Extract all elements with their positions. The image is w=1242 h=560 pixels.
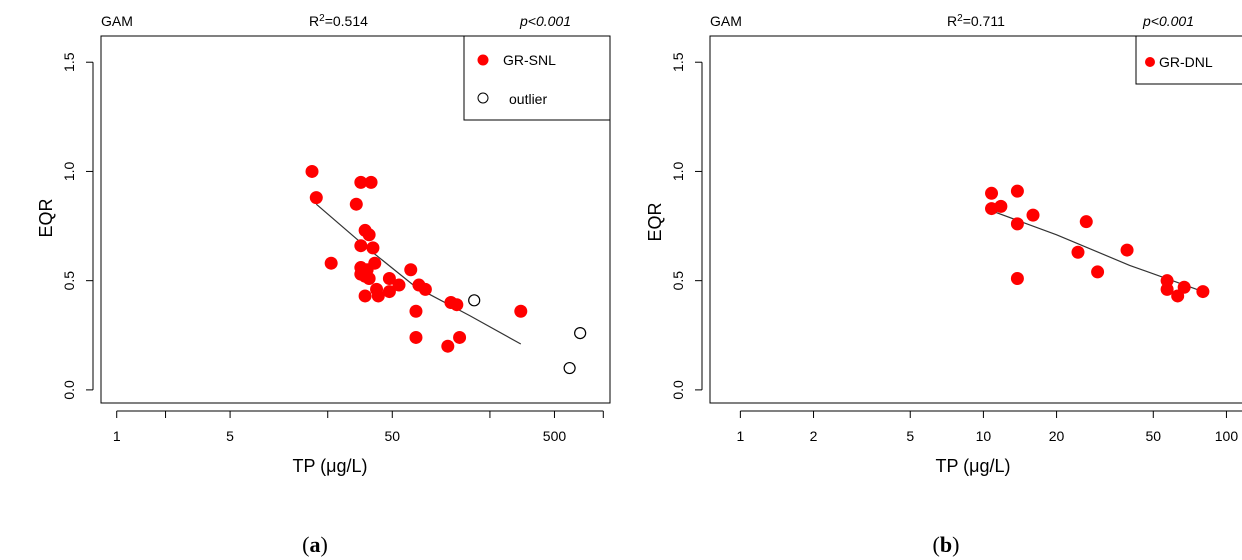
- y-tick-label: 1.0: [670, 161, 686, 181]
- x-tick-label: 1: [736, 428, 744, 444]
- plot-frame-a: [100, 35, 611, 404]
- point-gr-snl: [441, 339, 455, 353]
- point-gr-snl: [358, 289, 372, 303]
- x-tick-label: 50: [384, 428, 400, 444]
- caption-b: (b): [933, 532, 960, 557]
- point-gr-snl: [450, 298, 464, 312]
- y-tick-label: 0.5: [61, 271, 77, 291]
- point-gr-dnl: [1079, 215, 1093, 229]
- x-tick-label: 100: [1215, 428, 1239, 444]
- point-gr-snl: [305, 164, 319, 178]
- points-group-b: [985, 184, 1210, 303]
- point-gr-dnl: [994, 199, 1008, 213]
- point-gr-dnl: [1010, 184, 1024, 198]
- chart-panel-a: GAM R2=0.514 p<0.001 EQR TP (μg/L) (a) 1…: [36, 13, 611, 557]
- point-gr-dnl: [1091, 265, 1105, 279]
- fit-line-group-a: [315, 203, 522, 345]
- point-gr-snl: [309, 191, 323, 205]
- r2-label-b: R2=0.711: [947, 13, 1005, 29]
- point-outlier: [563, 361, 576, 375]
- method-label-a: GAM: [101, 13, 133, 29]
- y-tick-label: 1.5: [670, 52, 686, 72]
- y-axis-title-a: EQR: [36, 198, 56, 237]
- point-gr-dnl: [1026, 208, 1040, 222]
- point-gr-snl: [324, 256, 338, 270]
- point-gr-snl: [409, 304, 423, 318]
- point-gr-snl: [404, 263, 418, 277]
- pvalue-label-b: p<0.001: [1142, 13, 1194, 29]
- point-gr-dnl: [1177, 280, 1191, 294]
- point-outlier: [574, 326, 587, 340]
- point-gr-snl: [354, 175, 368, 189]
- point-gr-dnl: [1196, 285, 1210, 299]
- point-gr-dnl: [985, 186, 999, 200]
- point-outlier: [468, 294, 481, 307]
- point-gr-snl: [382, 271, 396, 285]
- point-gr-snl: [514, 304, 528, 318]
- fit-line: [315, 203, 522, 345]
- x-axis-title-b: TP (μg/L): [935, 456, 1010, 476]
- point-gr-snl: [453, 330, 467, 344]
- point-gr-dnl: [1160, 282, 1174, 296]
- legend-label-gr-dnl: GR-DNL: [1159, 54, 1213, 70]
- y-axis-a: 0.0 0.5 1.0 1.5: [61, 52, 94, 400]
- x-tick-label: 50: [1145, 428, 1161, 444]
- caption-a: (a): [302, 532, 328, 557]
- legend-b: GR-DNL: [1135, 35, 1242, 85]
- y-axis-b: 0.0 0.5 1.0 1.5: [670, 52, 703, 400]
- y-tick-label: 0.0: [61, 380, 77, 400]
- legend-label-gr-snl: GR-SNL: [503, 52, 556, 68]
- x-axis-a: 1 5 50 500: [113, 410, 604, 444]
- x-axis-b: 1 2 5 10 20 50 100: [736, 410, 1242, 444]
- point-gr-snl: [362, 271, 376, 285]
- x-axis-title-a: TP (μg/L): [292, 456, 367, 476]
- y-tick-label: 0.0: [670, 380, 686, 400]
- legend-marker-outlier: [477, 92, 489, 104]
- y-axis-title-b: EQR: [645, 202, 665, 241]
- point-gr-snl: [392, 278, 406, 292]
- point-gr-snl: [409, 330, 423, 344]
- point-gr-snl: [382, 285, 396, 299]
- point-gr-snl: [362, 228, 376, 242]
- point-gr-dnl: [1071, 245, 1085, 259]
- point-gr-snl: [349, 197, 363, 211]
- legend-marker-gr-snl: [477, 54, 489, 66]
- y-tick-label: 1.0: [61, 161, 77, 181]
- point-gr-snl: [354, 239, 368, 253]
- point-gr-dnl: [1120, 243, 1134, 257]
- x-tick-label: 10: [976, 428, 992, 444]
- legend-box-a: [463, 35, 611, 121]
- r2-label-a: R2=0.514: [309, 13, 368, 29]
- x-tick-label: 2: [810, 428, 818, 444]
- x-tick-label: 5: [906, 428, 914, 444]
- point-gr-dnl: [1010, 217, 1024, 231]
- chart-panel-b: GAM R2=0.711 p<0.001 EQR TP (μg/L) (b) 1…: [645, 13, 1242, 557]
- point-gr-snl: [371, 289, 385, 303]
- plot-frame-b: [709, 35, 1242, 404]
- legend-marker-gr-dnl: [1145, 57, 1155, 67]
- points-group-a: [305, 164, 587, 375]
- pvalue-label-a: p<0.001: [519, 13, 571, 29]
- x-tick-label: 5: [226, 428, 234, 444]
- y-tick-label: 0.5: [670, 271, 686, 291]
- x-tick-label: 20: [1049, 428, 1065, 444]
- point-gr-snl: [366, 241, 380, 255]
- y-tick-label: 1.5: [61, 52, 77, 72]
- point-gr-snl: [418, 282, 432, 296]
- legend-a: GR-SNL outlier: [463, 35, 611, 121]
- legend-label-outlier: outlier: [509, 91, 547, 107]
- x-tick-label: 500: [543, 428, 567, 444]
- point-gr-snl: [364, 175, 378, 189]
- x-tick-label: 1: [113, 428, 121, 444]
- method-label-b: GAM: [710, 13, 742, 29]
- point-gr-dnl: [1010, 271, 1024, 285]
